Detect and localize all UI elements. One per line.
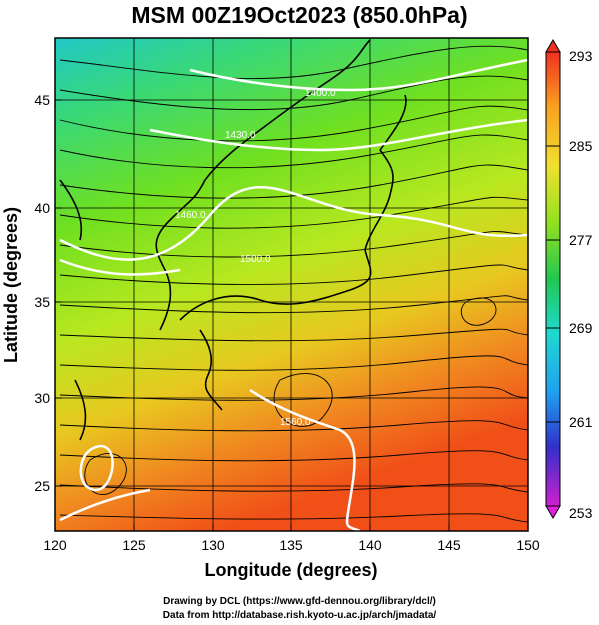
- map-title: MSM 00Z19Oct2023 (850.0hPa): [131, 2, 468, 28]
- contour-label: 1400.0: [305, 88, 336, 99]
- x-tick-label: 125: [122, 537, 146, 553]
- y-tick-label: 30: [34, 390, 50, 406]
- y-axis-title: Latitude (degrees): [1, 207, 21, 363]
- x-axis: [54, 524, 529, 531]
- height-contours: [59, 58, 528, 531]
- colorbar-tick-label: 293: [569, 48, 593, 64]
- colorbar-tick-label: 277: [569, 232, 593, 248]
- colorbar-tick-label: 261: [569, 414, 593, 430]
- coastlines: [59, 39, 407, 441]
- x-tick-label: 135: [279, 537, 303, 553]
- colorbar-tick-label: 285: [569, 138, 593, 154]
- y-tick-label: 35: [34, 294, 50, 310]
- temperature-field: [55, 38, 528, 531]
- footer-credit-drawing: Drawing by DCL (https://www.gfd-dennou.o…: [163, 596, 436, 607]
- y-tick-label: 40: [34, 200, 50, 216]
- x-tick-label: 140: [358, 537, 382, 553]
- contour-label: 1460.0: [175, 210, 206, 221]
- y-axis: [55, 99, 62, 487]
- contour-label: 1430.0: [225, 130, 256, 141]
- colorbar-tick-label: 253: [569, 505, 593, 521]
- y-tick-label: 25: [34, 478, 50, 494]
- x-tick-label: 150: [516, 537, 540, 553]
- x-tick-label: 145: [437, 537, 461, 553]
- colorbar: [545, 39, 561, 519]
- contour-label: 1560.0: [280, 417, 311, 428]
- x-tick-label: 130: [201, 537, 225, 553]
- contour-label: 1500.0: [240, 254, 271, 265]
- x-axis-title: Longitude (degrees): [204, 560, 377, 580]
- x-tick-label: 120: [43, 537, 67, 553]
- y-tick-label: 45: [34, 92, 50, 108]
- colorbar-tick-label: 269: [569, 320, 593, 336]
- footer-credit-data: Data from http://database.rish.kyoto-u.a…: [162, 610, 437, 621]
- contour-labels: 1400.0 1430.0 1460.0 1500.0 1560.0: [175, 88, 336, 428]
- wind-streamlines: [59, 45, 528, 523]
